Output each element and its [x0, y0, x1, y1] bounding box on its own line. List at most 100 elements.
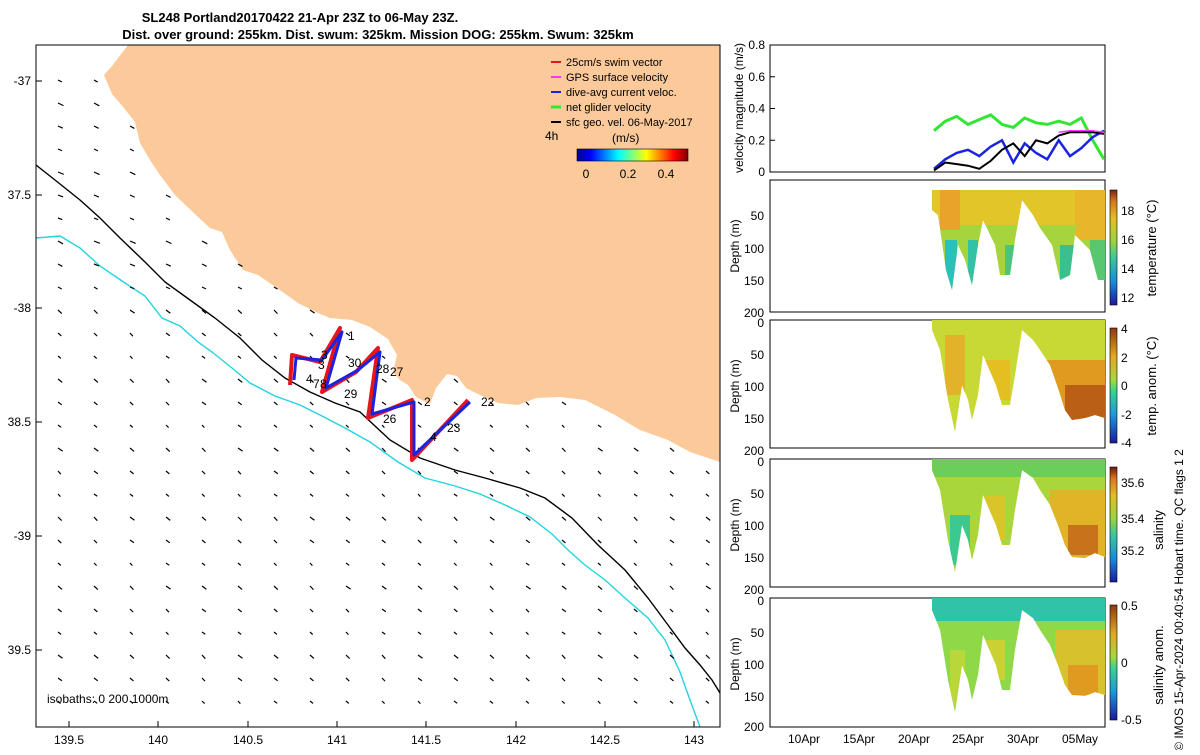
current-vector	[129, 585, 134, 591]
lon-tick: 142.5	[590, 733, 620, 747]
current-vector	[309, 562, 313, 567]
current-vector	[525, 562, 530, 566]
velocity-ylabel: velocity magnitude (m/s)	[732, 43, 746, 173]
isobath-200	[36, 164, 720, 694]
current-vector	[93, 217, 99, 221]
track-label: 3	[318, 358, 325, 372]
current-vector	[309, 493, 314, 497]
current-vector	[273, 401, 278, 406]
current-vector	[453, 677, 459, 682]
current-vector	[201, 608, 207, 613]
current-vector	[489, 424, 494, 428]
map-colorbar-tick: 0	[583, 167, 590, 181]
current-vector	[381, 470, 386, 475]
current-vector	[165, 355, 170, 359]
current-vector	[453, 631, 458, 635]
current-vector	[309, 447, 315, 452]
current-vector	[489, 447, 495, 452]
current-vector	[273, 355, 278, 359]
current-vector	[669, 493, 674, 497]
velocity-series-line	[933, 129, 1105, 170]
current-vector	[597, 562, 602, 566]
current-vector	[93, 309, 98, 315]
depth-tick: 100	[744, 380, 764, 394]
current-vector	[93, 516, 98, 522]
current-vector	[489, 631, 494, 635]
map-lat-ticks: -37 37.5 -38 38.5 -39 39.5	[8, 74, 42, 657]
current-vector	[309, 401, 314, 406]
current-vector	[705, 539, 711, 544]
depth-tick: 150	[744, 690, 764, 704]
current-vector	[345, 355, 350, 359]
current-vector	[93, 148, 99, 152]
current-vector	[453, 539, 458, 544]
current-vector	[633, 631, 638, 635]
current-vector	[309, 378, 315, 384]
current-vector	[309, 539, 315, 544]
current-vector	[561, 539, 566, 544]
salinity-field	[932, 459, 1105, 572]
current-vector	[57, 470, 62, 475]
track-labels: 1 3 3 30 28 27 4 7 8 29 26 2 22 23 4	[306, 329, 495, 444]
temp-anomaly-y-ticks: 0 50 100 150 200	[744, 316, 764, 458]
current-vector	[93, 608, 98, 613]
current-vector	[237, 516, 243, 522]
temperature-field	[932, 190, 1105, 290]
salinity-anomaly-colorbar-label: salinity anom.	[1151, 625, 1166, 704]
temperature-cold-patch	[945, 240, 957, 290]
temperature-warm-patch	[1075, 190, 1105, 240]
lon-tick: 141	[327, 733, 347, 747]
current-vector	[93, 424, 98, 428]
current-vector	[525, 585, 531, 590]
temperature-cold-patch	[968, 240, 978, 290]
current-vector	[381, 585, 387, 590]
current-vector	[237, 539, 242, 544]
current-vector	[345, 654, 351, 660]
current-vector	[165, 677, 170, 682]
current-vector	[129, 309, 135, 314]
temp-anomaly-patch	[1065, 385, 1105, 420]
current-vector	[705, 562, 710, 566]
depth-tick: 50	[751, 348, 765, 362]
current-vector	[237, 700, 241, 705]
temp-anomaly-colorbar-label: temp. anom. (°C)	[1144, 336, 1159, 435]
track-label: 8	[320, 377, 327, 391]
current-vector	[417, 424, 422, 428]
depth-tick: 50	[751, 626, 765, 640]
lon-tick: 142	[506, 733, 526, 747]
current-vector	[129, 631, 134, 635]
temperature-panel: 50 100 150 200 Depth (m) 18 16 14 12 tem…	[728, 179, 1159, 320]
current-vector	[57, 654, 63, 659]
map-speed-colorbar	[576, 148, 689, 162]
current-vector	[561, 585, 567, 590]
salinity-anomaly-patch	[985, 640, 1005, 680]
time-tick: 20Apr	[898, 732, 930, 746]
current-vector	[525, 677, 530, 682]
current-vector	[705, 631, 709, 636]
current-vector	[705, 493, 710, 497]
current-vector	[129, 493, 134, 497]
current-vector	[633, 516, 638, 522]
current-vector	[489, 677, 494, 682]
colorbar-tick: 35.6	[1121, 476, 1145, 490]
current-vector	[129, 539, 135, 544]
current-vector	[381, 700, 386, 704]
current-vector	[129, 378, 135, 384]
current-vector	[201, 516, 207, 521]
colorbar-tick: 12	[1121, 291, 1135, 305]
current-vector	[237, 585, 243, 590]
depth-tick: 50	[751, 487, 765, 501]
current-vector	[129, 470, 134, 475]
salinity-anomaly-colorbar-ticks: 0.5 0 -0.5	[1121, 599, 1142, 727]
current-vector	[57, 378, 63, 383]
current-vector	[345, 608, 350, 613]
current-vector	[453, 470, 459, 475]
velocity-tick: 0.4	[748, 102, 765, 116]
current-vector	[633, 447, 639, 452]
current-vector	[345, 401, 350, 406]
depth-tick: 150	[744, 412, 764, 426]
current-vector	[633, 493, 638, 497]
lat-tick: -38	[14, 301, 32, 315]
velocity-series-line	[1058, 129, 1105, 134]
current-vector	[201, 286, 207, 290]
